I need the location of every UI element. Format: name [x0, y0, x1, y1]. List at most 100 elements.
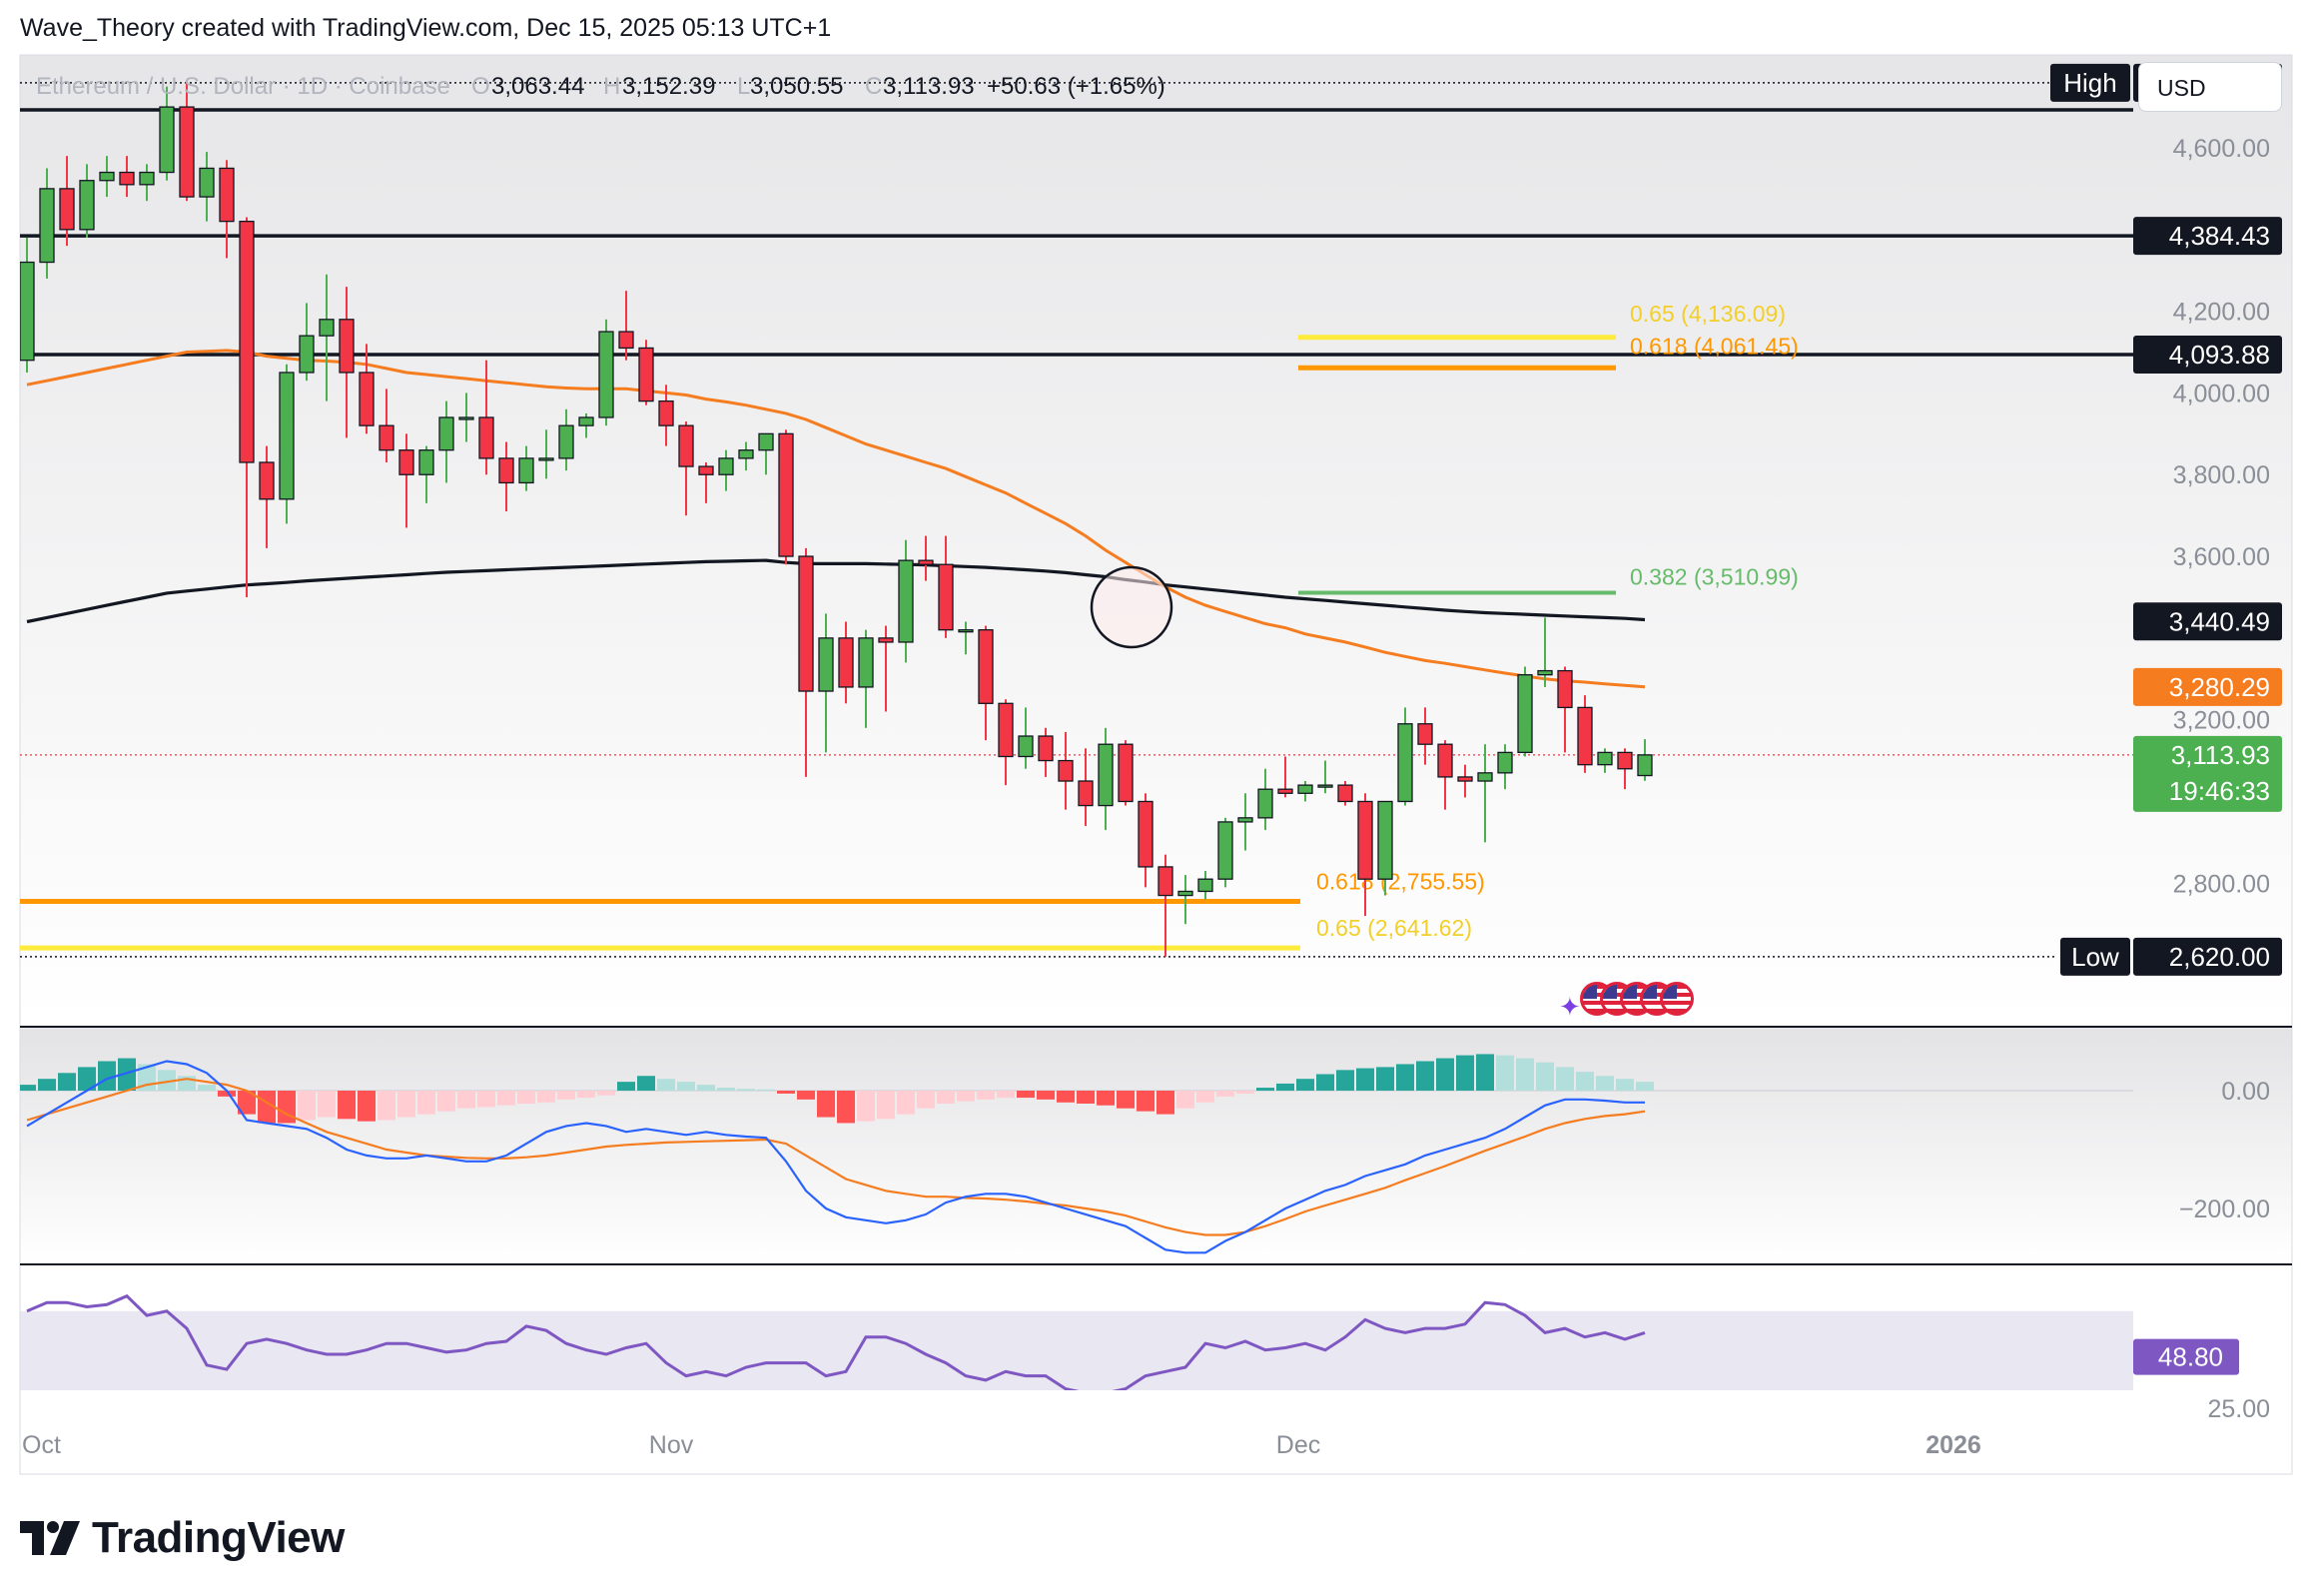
candle-body	[518, 457, 534, 484]
chart-credit: Wave_Theory created with TradingView.com…	[20, 14, 832, 42]
macd-histogram-bar	[637, 1076, 655, 1091]
candle-body	[179, 106, 195, 198]
candle-body	[1537, 669, 1553, 676]
candle-body	[359, 372, 375, 426]
sma200-price-tag-text: 3,440.49	[2169, 606, 2270, 636]
candle-body	[1078, 780, 1094, 807]
fib-0382-label: 0.382 (3,510.99)	[1630, 563, 1799, 589]
legend-high: 3,152.39	[622, 73, 715, 100]
macd-histogram-bar	[1336, 1070, 1354, 1091]
candle-body	[498, 457, 514, 484]
time-axis-tick: Dec	[1276, 1431, 1320, 1459]
currency-button[interactable]: USD	[2138, 62, 2282, 112]
candle-body	[1377, 800, 1393, 880]
candle-body	[319, 319, 335, 337]
macd-histogram-bar	[1536, 1062, 1554, 1091]
macd-histogram-bar	[1236, 1091, 1254, 1094]
macd-pane	[20, 1054, 2133, 1254]
ema50-line	[26, 349, 1646, 689]
price-axis-tick: 3,800.00	[2173, 461, 2270, 489]
price-pane: 0.65 (4,136.09) 0.618 (4,061.45) 0.382 (3,…	[20, 82, 2133, 958]
fib-0618-upper-label: 0.618 (4,061.45)	[1630, 333, 1799, 359]
candle-body	[1577, 706, 1593, 766]
candle-body	[978, 629, 994, 704]
legend-open-label: O	[471, 73, 490, 100]
low-tag-bg	[2060, 937, 2130, 976]
macd-histogram-bar	[677, 1082, 695, 1091]
candle-body	[1157, 866, 1173, 897]
candle-body	[1058, 759, 1074, 782]
sma200-line	[26, 558, 1646, 624]
macd-histogram-bar	[657, 1079, 675, 1091]
candle-body	[1337, 784, 1353, 803]
macd-histogram-bar	[917, 1091, 935, 1109]
price-axis-tick: 2,800.00	[2173, 870, 2270, 898]
rsi-pane	[26, 1293, 1646, 1390]
candle-body	[658, 399, 674, 426]
time-axis-tick: Nov	[649, 1431, 694, 1459]
macd-histogram-bar	[577, 1091, 595, 1099]
price-axis-tick: 4,000.00	[2173, 380, 2270, 407]
macd-histogram-bar	[98, 1061, 116, 1091]
macd-histogram-bar	[777, 1091, 795, 1094]
macd-histogram-bar	[1596, 1076, 1614, 1091]
macd-histogram-bar	[617, 1082, 635, 1091]
candle-body	[1098, 743, 1114, 807]
legend-close-label: C	[865, 73, 882, 100]
sparkle-icon[interactable]: ✦	[1559, 992, 1581, 1022]
candle-body	[1397, 723, 1413, 803]
candle-body	[1357, 800, 1373, 880]
macd-histogram-bar	[1376, 1067, 1394, 1091]
macd-histogram-bar	[1156, 1091, 1174, 1115]
macd-histogram-bar	[318, 1091, 336, 1118]
candle-body	[918, 559, 934, 565]
macd-histogram-bar	[1496, 1055, 1514, 1091]
candle-body	[1317, 784, 1333, 788]
chart-frame	[19, 54, 2293, 1475]
macd-histogram-bar	[1057, 1091, 1075, 1103]
candle-body	[1277, 788, 1293, 794]
candle-body	[698, 465, 714, 475]
candle-body	[1417, 723, 1433, 745]
candle-body	[1517, 674, 1533, 754]
macd-histogram-bar	[877, 1091, 895, 1120]
candle-body	[738, 449, 754, 459]
candle-body	[578, 416, 594, 426]
candle-body	[1197, 878, 1213, 893]
macd-pane-background	[20, 1027, 2292, 1264]
macd-histogram-bar	[977, 1091, 995, 1100]
macd-histogram-bar	[697, 1085, 715, 1091]
price-axis-tick: 3,200.00	[2173, 707, 2270, 735]
sma200-price-tag: 3,440.49	[2133, 602, 2282, 641]
macd-histogram-bar	[338, 1091, 356, 1120]
candle-body	[1557, 669, 1573, 709]
us-flag-event-icon[interactable]	[1660, 982, 1694, 1016]
sma200-price-tag-bg	[2133, 602, 2282, 641]
macd-histogram-bar	[198, 1085, 216, 1091]
countdown-text: 19:46:33	[2169, 776, 2270, 806]
level-4093-tag: 4,093.88	[2133, 336, 2282, 375]
ema50-price-tag: 3,280.29	[2133, 667, 2282, 706]
low-value-tag-bg	[2133, 937, 2282, 976]
candle-body	[1018, 735, 1034, 758]
macd-histogram-bar	[1196, 1091, 1214, 1103]
macd-histogram-bar	[477, 1091, 495, 1108]
macd-histogram-bar	[1316, 1074, 1334, 1091]
candle-body	[159, 106, 175, 174]
candle-body	[858, 637, 874, 688]
macd-histogram-bar	[1356, 1068, 1374, 1091]
cross-marker-circle	[1090, 565, 1173, 649]
macd-histogram-bar	[1037, 1091, 1055, 1100]
macd-histogram-bar	[378, 1091, 395, 1121]
candle-body	[99, 171, 115, 182]
macd-histogram-bar	[517, 1091, 535, 1104]
last-price-tag-text: 3,113.93	[2171, 740, 2270, 770]
macd-histogram-bar	[1476, 1054, 1494, 1091]
candle-body	[938, 563, 954, 631]
macd-histogram-bar	[817, 1091, 835, 1118]
ohlc-legend: Ethereum / U.S. Dollar · 1D · Coinbase O 3…	[36, 73, 1165, 100]
legend-low: 3,050.55	[750, 73, 843, 100]
macd-histogram-bar	[937, 1091, 955, 1104]
rsi-value-tag-bg	[2133, 1338, 2239, 1375]
